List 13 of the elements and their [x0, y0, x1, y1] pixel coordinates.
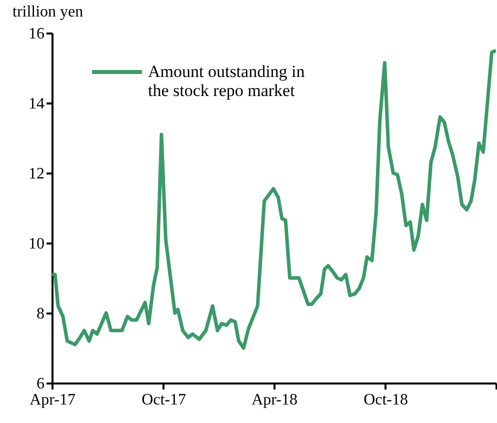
y-tick-label: 12 [28, 166, 44, 182]
y-tick-label: 6 [36, 376, 44, 392]
x-tick-label: Oct-17 [142, 392, 186, 408]
y-tick-label: 14 [28, 96, 44, 112]
y-tick-label: 16 [28, 26, 44, 42]
y-tick-label: 8 [36, 306, 44, 322]
legend-label: Amount outstanding in the stock repo market [148, 62, 306, 100]
x-tick-label: Apr-17 [30, 392, 76, 408]
x-tick-label: Oct-18 [364, 392, 408, 408]
line-series [52, 48, 496, 350]
y-tick-label: 10 [28, 236, 44, 252]
x-tick-label: Apr-18 [252, 392, 298, 408]
y-axis-title: trillion yen [12, 4, 84, 20]
